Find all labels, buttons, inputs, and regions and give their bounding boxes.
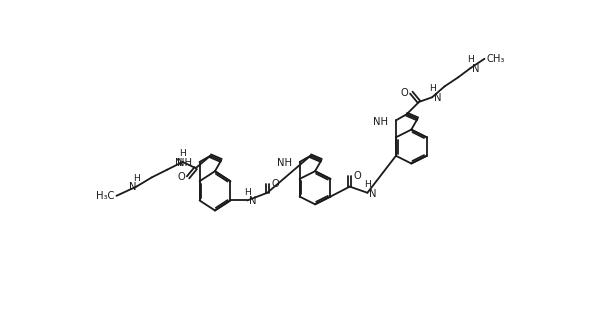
Text: H: H [467, 55, 474, 64]
Text: O: O [353, 171, 361, 181]
Text: H: H [133, 174, 140, 183]
Text: H: H [179, 149, 186, 158]
Text: O: O [177, 172, 185, 182]
Text: N: N [175, 158, 183, 168]
Text: CH₃: CH₃ [486, 54, 504, 64]
Text: N: N [129, 182, 137, 193]
Text: NH: NH [373, 117, 388, 127]
Text: O: O [401, 88, 409, 98]
Text: H₃C: H₃C [96, 191, 115, 201]
Text: H: H [244, 188, 251, 197]
Text: N: N [369, 189, 377, 199]
Text: H: H [364, 180, 371, 189]
Text: N: N [472, 64, 480, 74]
Text: N: N [249, 196, 256, 206]
Text: O: O [271, 179, 279, 189]
Text: H: H [429, 84, 435, 93]
Text: NH: NH [177, 159, 192, 169]
Text: NH: NH [277, 159, 292, 169]
Text: N: N [434, 93, 441, 103]
